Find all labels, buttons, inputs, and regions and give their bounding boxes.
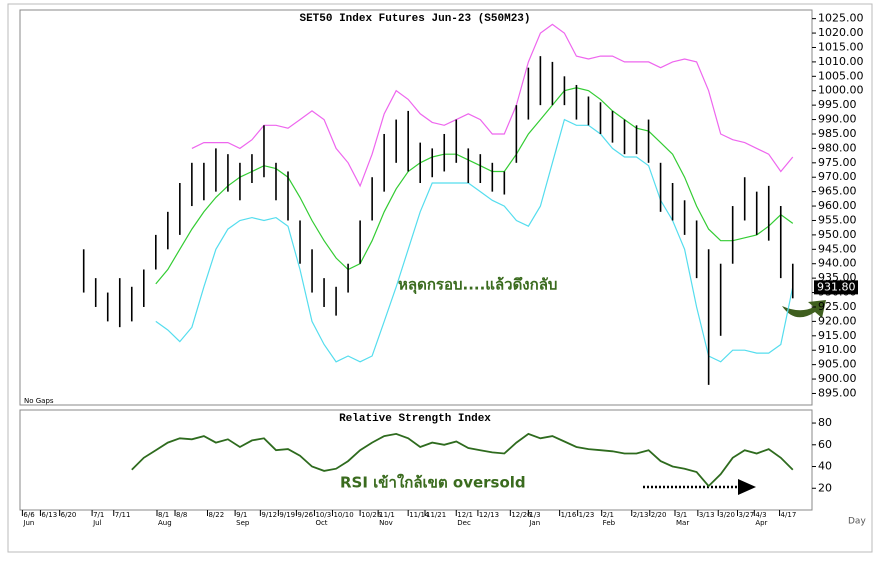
month-label: Oct [315, 519, 327, 527]
band-line [192, 24, 793, 186]
y-tick-label: 60 [818, 438, 832, 451]
y-tick-label: 915.00 [818, 329, 857, 342]
x-tick-label: 8/1 [158, 511, 169, 519]
x-tick-label: 3/20 [719, 511, 735, 519]
x-tick-label: 4/17 [781, 511, 797, 519]
rsi-title: Relative Strength Index [339, 413, 491, 425]
y-tick-label: 970.00 [818, 170, 857, 183]
month-label: Jan [528, 519, 540, 527]
y-tick-label: 945.00 [818, 242, 857, 255]
x-tick-label: 8/8 [176, 511, 187, 519]
last-price-label: 931.80 [817, 280, 856, 293]
y-tick-label: 995.00 [818, 98, 857, 111]
x-tick-label: 12/1 [457, 511, 473, 519]
month-label: Apr [755, 519, 767, 527]
x-tick-label: 9/12 [261, 511, 277, 519]
x-tick-label: 2/1 [603, 511, 614, 519]
price-panel [20, 10, 812, 405]
x-tick-label: 4/3 [755, 511, 766, 519]
y-tick-label: 910.00 [818, 343, 857, 356]
y-tick-label: 1025.00 [818, 12, 864, 25]
y-tick-label: 975.00 [818, 156, 857, 169]
y-tick-label: 990.00 [818, 113, 857, 126]
x-tick-label: 3/13 [699, 511, 715, 519]
rsi-annotation: RSI เข้าใกล้เขต oversold [340, 474, 526, 492]
x-tick-label: 9/19 [279, 511, 295, 519]
x-tick-label: 9/26 [297, 511, 313, 519]
x-tick-label: 11/1 [379, 511, 395, 519]
y-tick-label: 900.00 [818, 372, 857, 385]
y-tick-label: 20 [818, 481, 832, 494]
y-tick-label: 955.00 [818, 213, 857, 226]
y-tick-label: 1020.00 [818, 26, 864, 39]
x-tick-label: 1/16 [561, 511, 577, 519]
x-tick-label: 7/1 [93, 511, 104, 519]
note: No Gaps [24, 397, 54, 405]
y-tick-label: 80 [818, 416, 832, 429]
y-tick-label: 895.00 [818, 386, 857, 399]
x-tick-label: 8/22 [208, 511, 224, 519]
y-tick-label: 980.00 [818, 141, 857, 154]
x-tick-label: 1/3 [529, 511, 540, 519]
y-tick-label: 965.00 [818, 185, 857, 198]
y-tick-label: 940.00 [818, 257, 857, 270]
x-tick-label: 7/11 [115, 511, 131, 519]
y-tick-label: 40 [818, 460, 832, 473]
arrow-head [738, 479, 756, 495]
month-label: Nov [379, 519, 393, 527]
month-label: Aug [158, 519, 172, 527]
x-tick-label: 10/3 [315, 511, 331, 519]
y-tick-label: 925.00 [818, 300, 857, 313]
chart-title: SET50 Index Futures Jun-23 (S50M23) [299, 13, 530, 25]
month-label: Mar [676, 519, 689, 527]
y-tick-label: 905.00 [818, 358, 857, 371]
x-tick-label: 9/1 [236, 511, 247, 519]
month-label: Jun [22, 519, 34, 527]
y-tick-label: 920.00 [818, 314, 857, 327]
month-label: Sep [236, 519, 250, 527]
x-tick-label: 2/13 [633, 511, 649, 519]
x-tick-label: 11/21 [426, 511, 446, 519]
y-tick-label: 960.00 [818, 199, 857, 212]
x-axis-label: Day [848, 517, 866, 527]
x-tick-label: 6/6 [23, 511, 35, 519]
y-tick-label: 1010.00 [818, 55, 864, 68]
y-tick-label: 1015.00 [818, 40, 864, 53]
month-label: Jul [92, 519, 102, 527]
x-tick-label: 6/13 [41, 511, 57, 519]
month-label: Dec [457, 519, 471, 527]
x-tick-label: 6/20 [61, 511, 77, 519]
y-tick-label: 1000.00 [818, 84, 864, 97]
x-tick-label: 3/27 [738, 511, 754, 519]
y-tick-label: 985.00 [818, 127, 857, 140]
month-label: Feb [603, 519, 616, 527]
x-tick-label: 1/23 [579, 511, 595, 519]
y-tick-label: 1005.00 [818, 69, 864, 82]
x-tick-label: 10/10 [333, 511, 353, 519]
x-tick-label: 12/13 [479, 511, 499, 519]
rsi-panel [20, 410, 812, 510]
chart: SET50 Index Futures Jun-23 (S50M23) Rela… [0, 0, 880, 566]
x-tick-label: 3/1 [676, 511, 687, 519]
annotation: หลุดกรอบ....แล้วดึงกลับ [398, 276, 557, 295]
x-tick-label: 2/20 [651, 511, 667, 519]
y-tick-label: 950.00 [818, 228, 857, 241]
